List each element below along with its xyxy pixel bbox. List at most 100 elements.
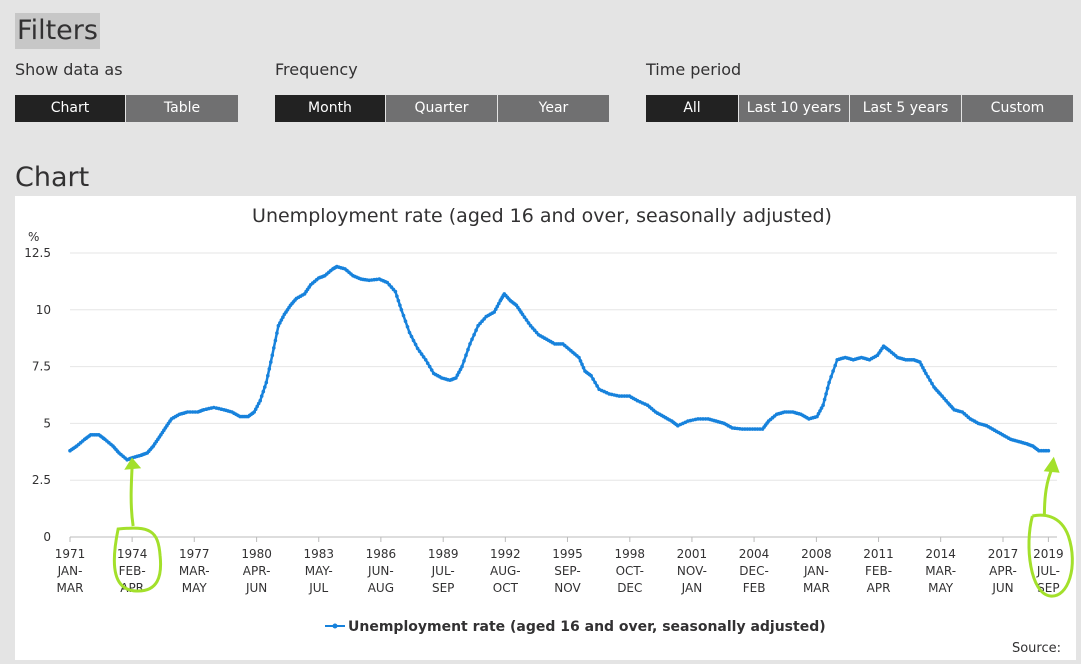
data-point[interactable]	[273, 338, 278, 343]
data-point[interactable]	[267, 367, 272, 371]
data-point[interactable]	[522, 315, 527, 319]
legend-entry[interactable]: Unemployment rate (aged 16 and over, sea…	[348, 619, 826, 635]
data-point[interactable]	[743, 427, 747, 431]
quarter-button[interactable]: Quarter	[386, 95, 498, 122]
data-point[interactable]	[620, 394, 624, 398]
data-point[interactable]	[589, 373, 593, 378]
table-view-button[interactable]: Table	[126, 95, 238, 122]
data-point[interactable]	[928, 378, 932, 382]
data-point[interactable]	[455, 373, 460, 377]
data-point[interactable]	[617, 394, 622, 398]
data-point[interactable]	[256, 401, 261, 406]
data-point[interactable]	[393, 289, 398, 294]
data-point[interactable]	[824, 392, 828, 396]
data-point[interactable]	[279, 318, 284, 322]
data-point[interactable]	[822, 397, 827, 402]
data-point[interactable]	[926, 375, 930, 379]
data-point[interactable]	[474, 328, 478, 332]
data-point[interactable]	[270, 353, 275, 357]
last-5-years-button[interactable]: Last 5 years	[850, 95, 962, 122]
data-point[interactable]	[922, 368, 927, 373]
last-10-years-button[interactable]: Last 10 years	[739, 95, 850, 122]
data-point[interactable]	[472, 333, 476, 337]
data-point[interactable]	[580, 362, 584, 367]
data-point[interactable]	[188, 410, 192, 414]
data-point[interactable]	[755, 427, 760, 431]
data-point[interactable]	[738, 427, 742, 431]
data-point[interactable]	[750, 427, 755, 431]
data-point[interactable]	[264, 380, 269, 385]
data-point[interactable]	[252, 410, 256, 414]
data-point[interactable]	[745, 427, 750, 431]
data-point[interactable]	[278, 321, 282, 325]
data-point[interactable]	[593, 380, 597, 385]
data-point[interactable]	[918, 360, 922, 364]
data-point[interactable]	[480, 319, 484, 323]
data-point[interactable]	[407, 330, 412, 335]
data-point[interactable]	[417, 349, 422, 354]
data-point[interactable]	[429, 368, 434, 372]
data-point[interactable]	[185, 410, 190, 414]
data-point[interactable]	[1046, 448, 1051, 453]
data-point[interactable]	[458, 367, 463, 372]
data-point[interactable]	[591, 377, 595, 381]
data-point[interactable]	[413, 342, 418, 347]
data-point[interactable]	[492, 310, 497, 314]
chart-view-button[interactable]: Chart	[15, 95, 126, 122]
data-point[interactable]	[190, 410, 195, 414]
data-point[interactable]	[259, 394, 264, 398]
data-point[interactable]	[399, 308, 404, 312]
data-point[interactable]	[403, 319, 408, 323]
data-point[interactable]	[829, 375, 833, 379]
data-point[interactable]	[255, 404, 259, 409]
data-point[interactable]	[263, 385, 267, 389]
month-button[interactable]: Month	[275, 95, 386, 122]
data-point[interactable]	[462, 359, 466, 363]
data-point[interactable]	[495, 304, 500, 309]
data-point[interactable]	[821, 403, 825, 407]
data-point[interactable]	[261, 389, 266, 394]
data-point[interactable]	[833, 363, 837, 368]
data-point[interactable]	[423, 358, 428, 362]
data-point[interactable]	[466, 347, 470, 352]
data-point[interactable]	[457, 370, 461, 375]
data-point[interactable]	[696, 417, 700, 421]
data-point[interactable]	[421, 355, 426, 359]
data-point[interactable]	[401, 313, 406, 318]
data-point[interactable]	[740, 427, 745, 431]
data-point[interactable]	[578, 359, 583, 363]
data-point[interactable]	[703, 417, 708, 421]
custom-period-button[interactable]: Custom	[962, 95, 1073, 122]
data-point[interactable]	[825, 386, 830, 390]
data-point[interactable]	[269, 360, 273, 364]
data-point[interactable]	[409, 334, 414, 339]
data-point[interactable]	[395, 294, 399, 298]
data-point[interactable]	[468, 342, 472, 346]
data-point[interactable]	[577, 355, 581, 360]
data-point[interactable]	[701, 417, 705, 421]
data-point[interactable]	[470, 337, 474, 342]
data-point[interactable]	[748, 427, 752, 431]
data-point[interactable]	[281, 315, 285, 319]
data-point[interactable]	[919, 363, 924, 367]
data-point[interactable]	[827, 380, 831, 385]
data-point[interactable]	[460, 364, 464, 369]
data-point[interactable]	[526, 321, 531, 325]
all-period-button[interactable]: All	[646, 95, 739, 122]
data-point[interactable]	[930, 381, 934, 386]
data-point[interactable]	[494, 307, 498, 311]
data-point[interactable]	[816, 411, 821, 416]
data-point[interactable]	[415, 346, 420, 351]
data-point[interactable]	[276, 323, 281, 328]
data-point[interactable]	[411, 338, 416, 343]
data-point[interactable]	[454, 376, 458, 380]
data-point[interactable]	[595, 384, 599, 388]
data-point[interactable]	[398, 303, 402, 308]
data-point[interactable]	[818, 409, 822, 413]
data-point[interactable]	[622, 394, 627, 398]
data-point[interactable]	[464, 353, 468, 357]
data-point[interactable]	[698, 417, 703, 421]
data-point[interactable]	[258, 398, 262, 403]
data-point[interactable]	[924, 371, 928, 376]
data-point[interactable]	[497, 301, 501, 306]
